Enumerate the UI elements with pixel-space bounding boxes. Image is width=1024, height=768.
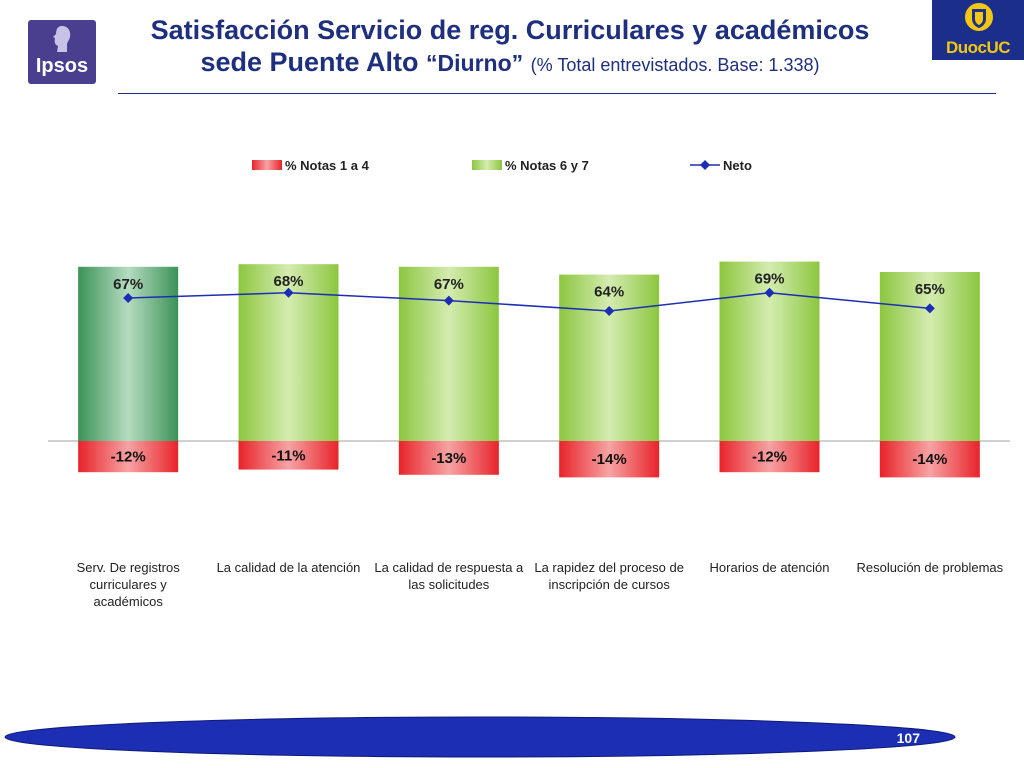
- neto-marker: [924, 303, 935, 314]
- positive-bar: [398, 266, 499, 441]
- positive-value-label: 68%: [273, 273, 303, 290]
- ipsos-head-icon: [53, 26, 71, 52]
- title-shift: “Diurno”: [426, 50, 524, 76]
- neto-marker: [123, 293, 134, 303]
- negative-value-label: -11%: [271, 447, 305, 464]
- ipsos-logo: Ipsos: [28, 20, 96, 84]
- category-labels: Serv. De registros curriculares y académic…: [77, 560, 1004, 609]
- neto-line: [128, 292, 930, 312]
- duoc-logo-text: DuocUC: [945, 38, 1011, 57]
- positive-bar: [879, 272, 980, 441]
- legend-label: % Notas 6 y 7: [505, 158, 589, 173]
- category-label: Serv. De registros curriculares y académic…: [77, 560, 181, 609]
- legend-label: % Notas 1 a 4: [285, 158, 370, 173]
- title-line-2: sede Puente Alto “Diurno” (% Total entre…: [110, 46, 910, 81]
- title-line-1: Satisfacción Servicio de reg. Curricular…: [150, 15, 870, 45]
- negative-value-label: -14%: [912, 451, 947, 468]
- footer-band: [4, 716, 956, 758]
- legend-label: Neto: [723, 158, 752, 173]
- legend-marker-neto: [700, 160, 710, 170]
- neto-marker: [764, 287, 775, 298]
- category-label: La calidad de respuesta a las solicitudes: [374, 560, 524, 592]
- neto-marker: [443, 295, 454, 306]
- category-label: Horarios de atención: [710, 560, 830, 575]
- category-label: Resolución de problemas: [856, 560, 1003, 575]
- satisfaction-chart: % Notas 1 a 4 % Notas 6 y 7 Neto 67% -12% 68…: [48, 158, 1010, 609]
- ipsos-logo-text: Ipsos: [35, 55, 89, 77]
- title-divider: [118, 93, 996, 94]
- negative-bar: [78, 441, 179, 473]
- neto-marker: [283, 287, 294, 298]
- negative-bar: [398, 441, 499, 475]
- positive-bar: [559, 274, 660, 441]
- positive-value-label: 69%: [754, 271, 784, 288]
- negative-value-label: -13%: [431, 450, 466, 467]
- page-number: 107: [896, 730, 920, 746]
- duoc-shield-icon: [963, 1, 995, 33]
- category-label: La rapidez del proceso de inscripción de …: [534, 560, 684, 592]
- positive-value-label: 67%: [113, 276, 143, 293]
- negative-bar: [559, 441, 660, 478]
- negative-value-label: -12%: [752, 449, 787, 466]
- negative-bar: [719, 441, 820, 473]
- negative-value-label: -14%: [592, 451, 627, 468]
- negative-value-label: -12%: [111, 449, 146, 466]
- neto-marker: [604, 306, 615, 316]
- positive-value-label: 67%: [434, 276, 464, 293]
- legend-swatch: [472, 160, 502, 170]
- bars-group: 67% -12% 68% -11% 67% -13% 64% -14% 69% -12% 65% -1…: [78, 261, 980, 478]
- positive-value-label: 64%: [594, 284, 624, 301]
- chart-legend: % Notas 1 a 4 % Notas 6 y 7 Neto: [252, 158, 752, 173]
- title-location: sede Puente Alto: [200, 47, 419, 77]
- negative-bar: [238, 441, 339, 470]
- title-base: (% Total entrevistados. Base: 1.338): [530, 55, 820, 75]
- positive-value-label: 65%: [915, 281, 945, 298]
- legend-swatch: [252, 160, 282, 170]
- category-label: La calidad de la atención: [217, 560, 361, 575]
- duoc-logo: DuocUC: [932, 0, 1024, 60]
- negative-bar: [879, 441, 980, 478]
- positive-bar: [78, 266, 179, 441]
- neto-line-group: [123, 287, 935, 316]
- page-title: Satisfacción Servicio de reg. Curricular…: [110, 14, 910, 81]
